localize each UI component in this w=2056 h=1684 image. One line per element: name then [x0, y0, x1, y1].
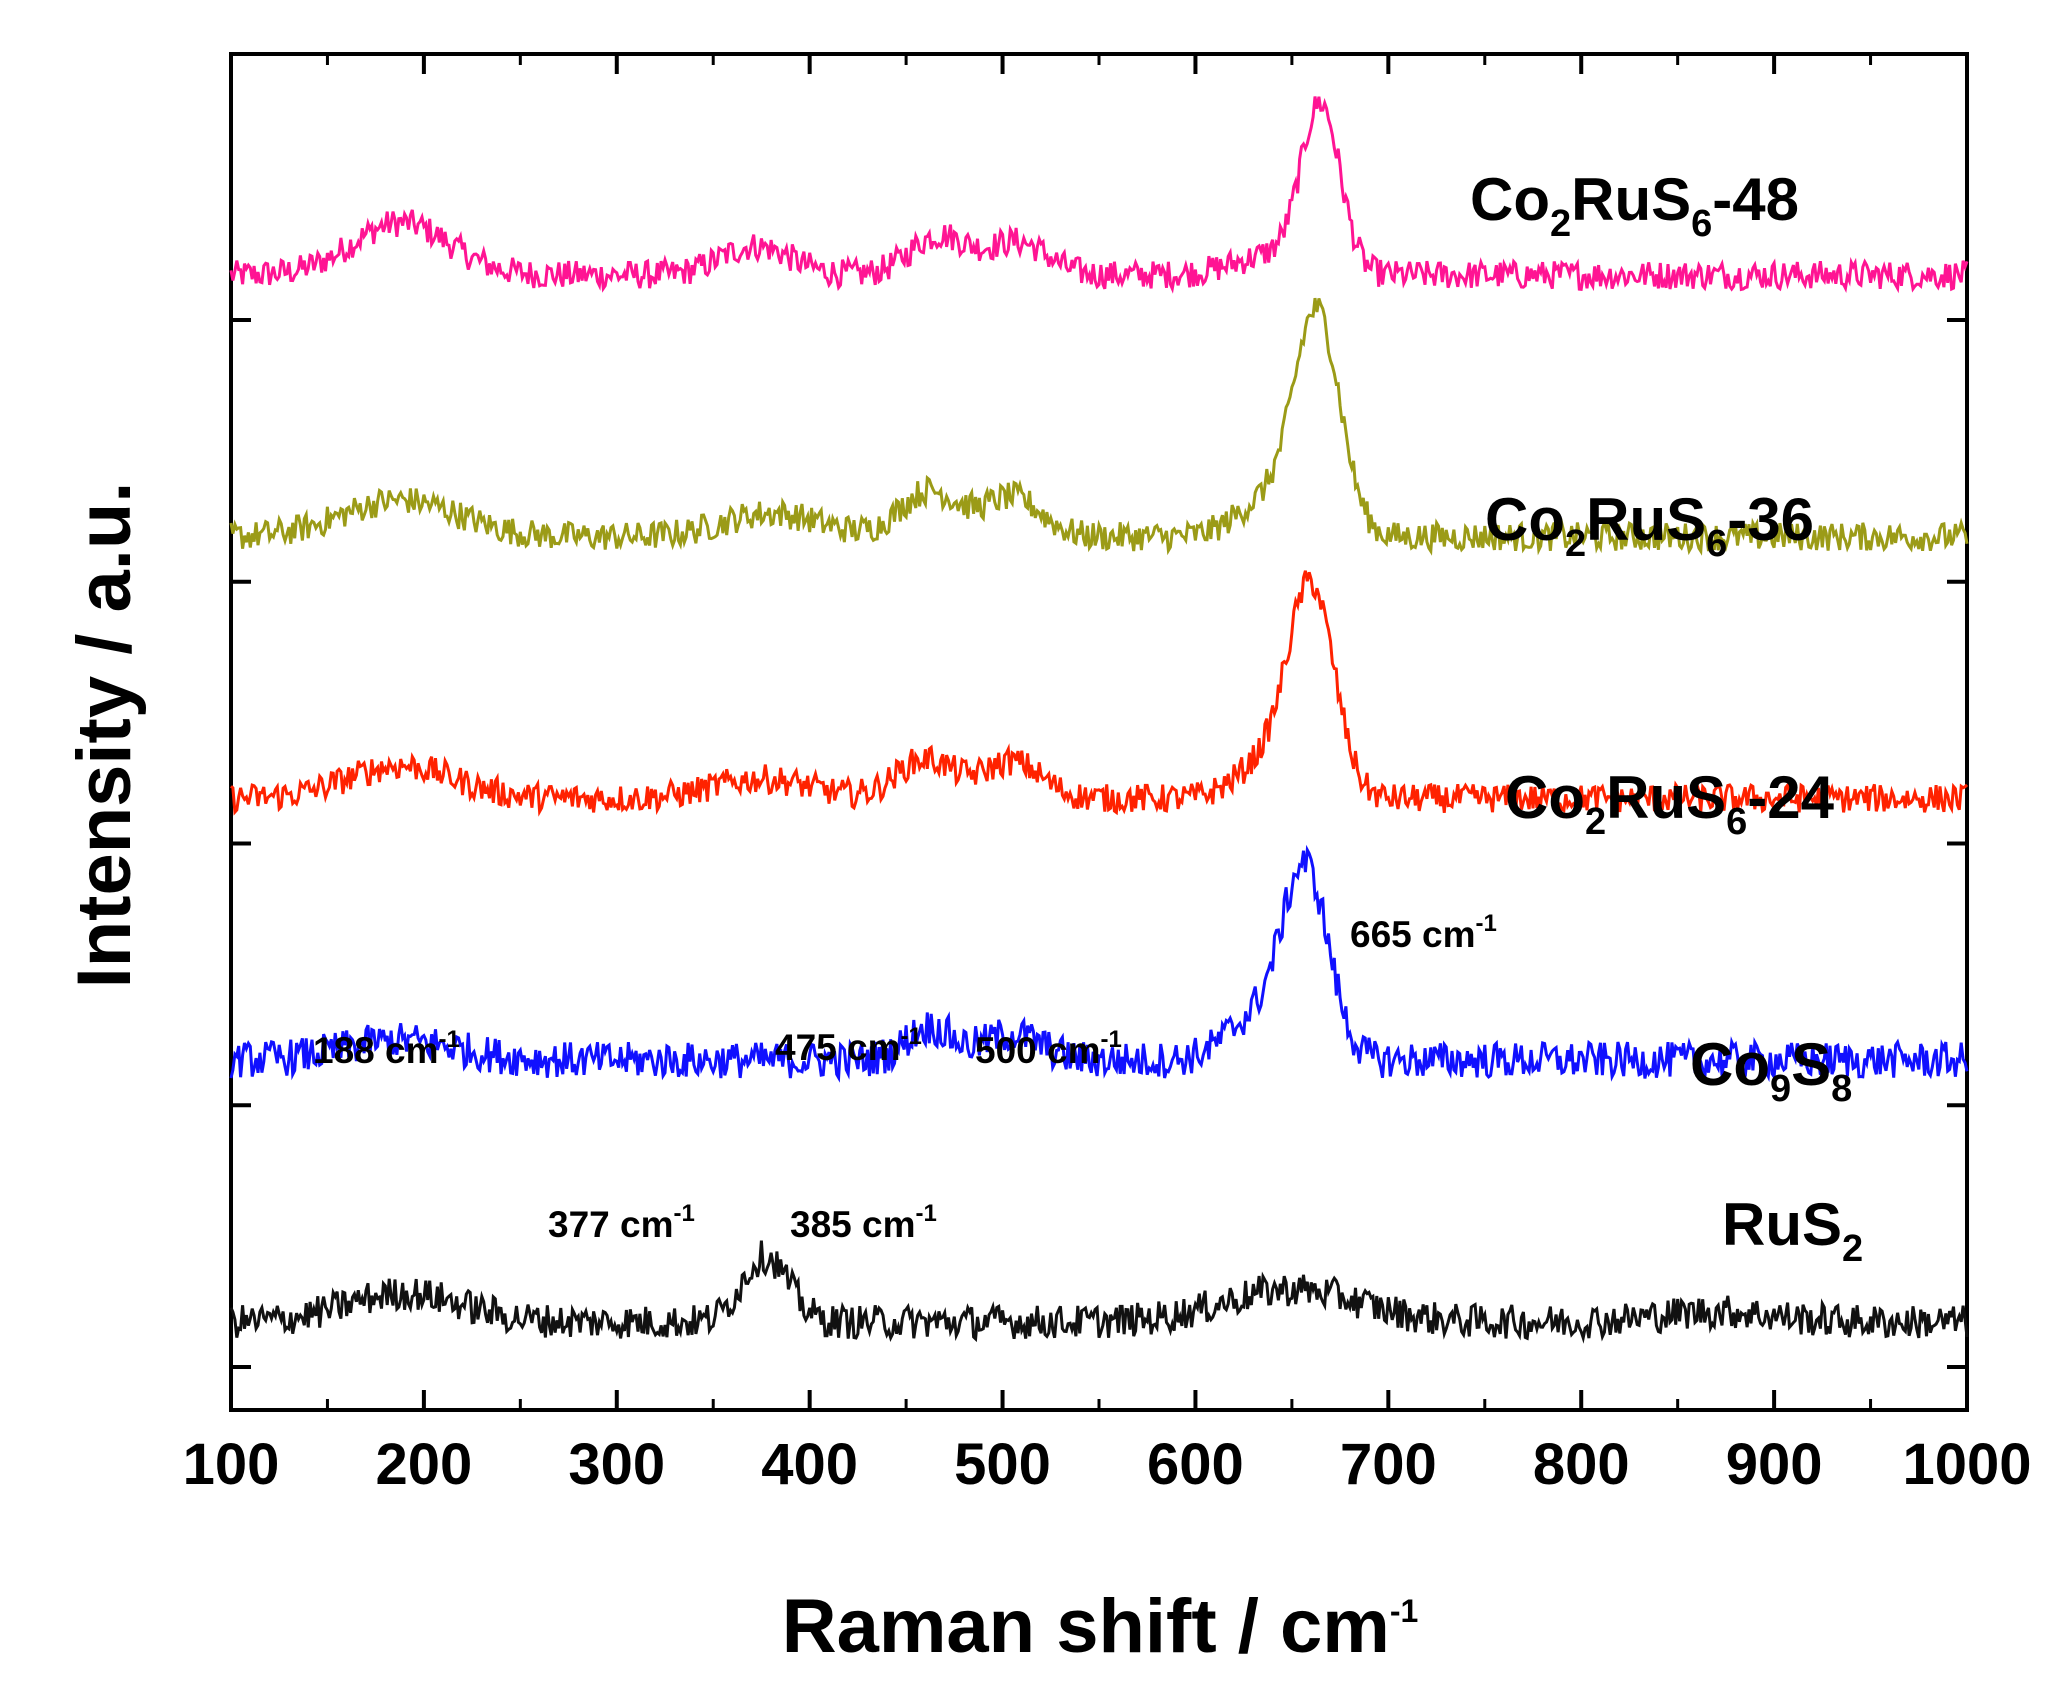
peak-annotation: 665 cm-1 — [1350, 910, 1497, 955]
plot-frame — [229, 52, 1969, 1412]
series-line — [229, 570, 1969, 817]
ticks: 100 200 300 400 500 600 700 800 900 1000 — [183, 54, 2032, 1497]
x-tick-label: 1000 — [1902, 1432, 2031, 1497]
series-line — [229, 1240, 1969, 1344]
series-label: RuS2 — [1722, 1191, 1863, 1270]
x-tick-label: 100 — [183, 1432, 280, 1497]
x-tick-label: 200 — [375, 1432, 472, 1497]
series-label: Co9S8 — [1690, 1031, 1852, 1110]
x-tick-label: 900 — [1726, 1432, 1823, 1497]
x-tick-label: 500 — [954, 1432, 1051, 1497]
peak-annotation: 188 cm-1 — [313, 1026, 460, 1071]
peak-annotation: 500 cm-1 — [975, 1026, 1122, 1071]
x-tick-label: 300 — [568, 1432, 665, 1497]
peak-annotations: 665 cm-1 188 cm-1 475 cm-1 500 cm-1 377 cm-1… — [313, 910, 1497, 1245]
series-line — [229, 297, 1969, 556]
peak-annotation: 475 cm-1 — [775, 1023, 922, 1068]
x-axis-title: Raman shift / cm-1 — [782, 1584, 1419, 1669]
series-label: Co2RuS6-36 — [1485, 486, 1814, 565]
x-tick-label: 800 — [1533, 1432, 1630, 1497]
peak-annotation: 385 cm-1 — [790, 1200, 937, 1245]
x-tick-label: 600 — [1147, 1432, 1244, 1497]
x-tick-label: 400 — [761, 1432, 858, 1497]
series-line — [229, 844, 1969, 1083]
series-group — [229, 96, 1969, 1344]
y-axis-title: Intensity / a.u. — [62, 482, 147, 989]
series-label: Co2RuS6-48 — [1470, 166, 1799, 245]
series-labels: Co2RuS6-48 Co2RuS6-36 Co2RuS6-24 Co9S8 RuS2 — [1470, 166, 1863, 1270]
peak-annotation: 377 cm-1 — [548, 1200, 695, 1245]
series-label: Co2RuS6-24 — [1505, 764, 1835, 843]
x-tick-label: 700 — [1340, 1432, 1437, 1497]
series-line — [229, 96, 1969, 294]
